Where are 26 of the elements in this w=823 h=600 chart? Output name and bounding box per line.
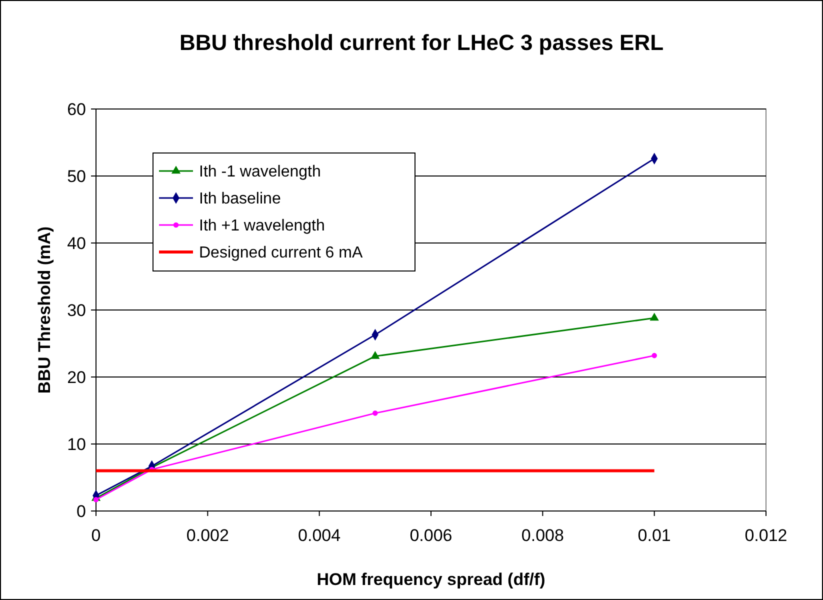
x-tick-label: 0.01 — [638, 526, 671, 545]
legend-label: Ith -1 wavelength — [199, 164, 321, 181]
chart-title: BBU threshold current for LHeC 3 passes ERL — [179, 30, 664, 55]
y-tick-label: 40 — [67, 234, 86, 253]
point — [650, 312, 659, 321]
legend-label: Designed current 6 mA — [199, 244, 363, 262]
point — [372, 410, 378, 416]
x-tick-label: 0.008 — [521, 526, 564, 545]
y-axis-title: BBU Threshold (mA) — [35, 226, 54, 394]
y-tick-label: 20 — [67, 368, 86, 387]
y-tick-label: 0 — [76, 502, 86, 521]
y-tick-label: 50 — [67, 166, 86, 186]
legend-label: Ith +1 wavelength — [199, 218, 325, 235]
legend-label: Ith baseline — [199, 190, 281, 208]
y-tick-label: 30 — [67, 300, 86, 320]
x-tick-label: 0.012 — [744, 526, 788, 545]
point — [370, 350, 380, 359]
y-tick-label: 10 — [67, 434, 86, 454]
point — [93, 496, 99, 502]
point — [652, 352, 657, 358]
x-tick-label: 0.006 — [410, 526, 452, 545]
y-tick-label: 60 — [67, 100, 86, 119]
x-tick-label: 0.004 — [298, 526, 341, 545]
x-axis-title: HOM frequency spread (df/f) — [316, 570, 546, 589]
x-tick-label: 0 — [91, 526, 101, 545]
x-tick-label: 0.002 — [186, 526, 229, 545]
